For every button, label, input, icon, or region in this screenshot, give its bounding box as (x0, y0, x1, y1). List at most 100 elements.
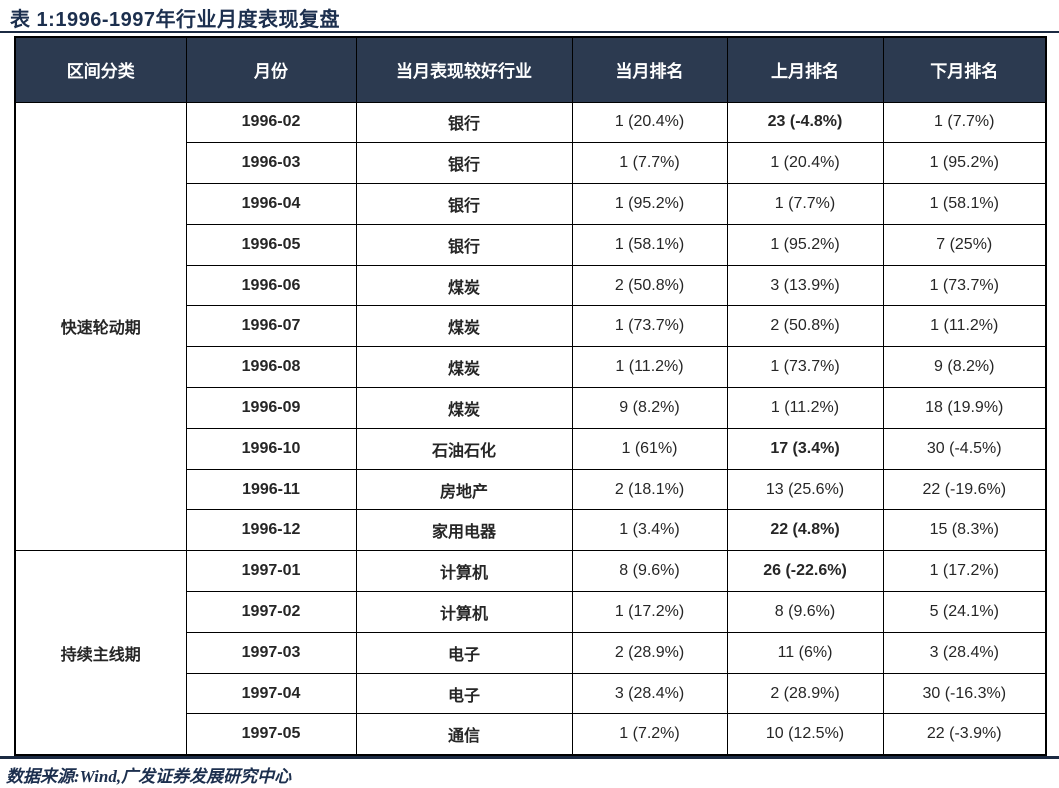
industry-cell: 电子 (355, 672, 573, 715)
next-rank-cell: 3 (28.4%) (882, 631, 1047, 674)
table-row: 1996-06 煤炭 2 (50.8%) 3 (13.9%) 1 (73.7%) (15, 264, 1047, 307)
prev-rank-cell: 26 (-22.6%) (726, 550, 884, 593)
industry-cell: 银行 (355, 142, 573, 185)
month-cell: 1996-12 (185, 509, 357, 552)
prev-rank-cell: 8 (9.6%) (726, 591, 884, 633)
column-header-2: 当月表现较好行业 (355, 36, 573, 103)
current-rank-cell: 9 (8.2%) (571, 387, 728, 429)
current-rank-cell: 1 (61%) (571, 427, 728, 470)
table-row: 1996-07 煤炭 1 (73.7%) 2 (50.8%) 1 (11.2%) (15, 305, 1047, 348)
industry-cell: 银行 (355, 101, 573, 144)
column-header-3: 当月排名 (571, 36, 728, 103)
table-row: 1996-03 银行 1 (7.7%) 1 (20.4%) 1 (95.2%) (15, 142, 1047, 185)
table-row: 1996-11 房地产 2 (18.1%) 13 (25.6%) 22 (-19.6%) (15, 468, 1047, 511)
next-rank-cell: 5 (24.1%) (882, 591, 1047, 633)
current-rank-cell: 2 (28.9%) (571, 631, 728, 674)
prev-rank-cell: 1 (95.2%) (726, 223, 884, 266)
table-title: 表 1:1996-1997年行业月度表现复盘 (10, 9, 340, 31)
next-rank-cell: 22 (-19.6%) (882, 468, 1047, 511)
month-cell: 1997-03 (185, 631, 357, 674)
table-row: 1996-05 银行 1 (58.1%) 1 (95.2%) 7 (25%) (15, 223, 1047, 266)
month-cell: 1996-06 (185, 264, 357, 307)
header-row: 区间分类 月份 当月表现较好行业 当月排名 上月排名 下月排名 (14, 36, 1047, 103)
current-rank-cell: 1 (17.2%) (571, 591, 728, 633)
column-header-1: 月份 (185, 36, 357, 103)
prev-rank-cell: 3 (13.9%) (726, 264, 884, 307)
month-cell: 1996-11 (185, 468, 357, 511)
month-cell: 1997-01 (185, 550, 357, 593)
next-rank-cell: 7 (25%) (882, 223, 1047, 266)
next-rank-cell: 1 (7.7%) (882, 101, 1047, 144)
column-header-5: 下月排名 (882, 36, 1047, 103)
next-rank-cell: 9 (8.2%) (882, 346, 1047, 389)
current-rank-cell: 2 (50.8%) (571, 264, 728, 307)
prev-rank-cell: 22 (4.8%) (726, 509, 884, 552)
prev-rank-cell: 23 (-4.8%) (726, 101, 884, 144)
next-rank-cell: 15 (8.3%) (882, 509, 1047, 552)
industry-cell: 计算机 (355, 550, 573, 593)
month-cell: 1997-05 (185, 713, 357, 756)
industry-cell: 电子 (355, 631, 573, 674)
month-cell: 1996-02 (185, 101, 357, 144)
industry-cell: 银行 (355, 183, 573, 225)
table-bottom-rule (0, 756, 1059, 759)
table-row: 1997-03 电子 2 (28.9%) 11 (6%) 3 (28.4%) (15, 631, 1047, 674)
month-cell: 1996-05 (185, 223, 357, 266)
table-row: 1997-02 计算机 1 (17.2%) 8 (9.6%) 5 (24.1%) (15, 591, 1047, 633)
table-body: 快速轮动期 1996-02 银行 1 (20.4%) 23 (-4.8%) 1 (7.7%… (14, 101, 1047, 756)
next-rank-cell: 30 (-16.3%) (882, 672, 1047, 715)
next-rank-cell: 1 (73.7%) (882, 264, 1047, 307)
industry-cell: 煤炭 (355, 387, 573, 429)
prev-rank-cell: 10 (12.5%) (726, 713, 884, 756)
prev-rank-cell: 11 (6%) (726, 631, 884, 674)
table-row: 1996-04 银行 1 (95.2%) 1 (7.7%) 1 (58.1%) (15, 183, 1047, 225)
prev-rank-cell: 1 (11.2%) (726, 387, 884, 429)
current-rank-cell: 1 (58.1%) (571, 223, 728, 266)
month-cell: 1996-09 (185, 387, 357, 429)
month-cell: 1997-04 (185, 672, 357, 715)
month-cell: 1996-03 (185, 142, 357, 185)
current-rank-cell: 8 (9.6%) (571, 550, 728, 593)
prev-rank-cell: 13 (25.6%) (726, 468, 884, 511)
month-cell: 1996-04 (185, 183, 357, 225)
month-cell: 1997-02 (185, 591, 357, 633)
period-group-cell: 快速轮动期 (14, 101, 187, 552)
current-rank-cell: 1 (7.2%) (571, 713, 728, 756)
industry-cell: 煤炭 (355, 305, 573, 348)
column-header-0: 区间分类 (14, 36, 187, 103)
next-rank-cell: 18 (19.9%) (882, 387, 1047, 429)
industry-cell: 通信 (355, 713, 573, 756)
current-rank-cell: 1 (3.4%) (571, 509, 728, 552)
current-rank-cell: 1 (7.7%) (571, 142, 728, 185)
table-row: 持续主线期 1997-01 计算机 8 (9.6%) 26 (-22.6%) 1 (17.… (14, 550, 1047, 756)
current-rank-cell: 1 (73.7%) (571, 305, 728, 348)
current-rank-cell: 2 (18.1%) (571, 468, 728, 511)
period-group-cell: 持续主线期 (14, 550, 187, 756)
title-divider (0, 31, 1059, 33)
industry-cell: 银行 (355, 223, 573, 266)
next-rank-cell: 1 (17.2%) (882, 550, 1047, 593)
prev-rank-cell: 2 (28.9%) (726, 672, 884, 715)
next-rank-cell: 1 (95.2%) (882, 142, 1047, 185)
table-row: 1997-04 电子 3 (28.4%) 2 (28.9%) 30 (-16.3%) (15, 672, 1047, 715)
current-rank-cell: 1 (11.2%) (571, 346, 728, 389)
industry-cell: 家用电器 (355, 509, 573, 552)
data-source: 数据来源:Wind,广发证券发展研究中心 (6, 767, 292, 786)
table-row: 1996-12 家用电器 1 (3.4%) 22 (4.8%) 15 (8.3%) (15, 509, 1047, 552)
next-rank-cell: 22 (-3.9%) (882, 713, 1047, 756)
current-rank-cell: 1 (95.2%) (571, 183, 728, 225)
industry-cell: 计算机 (355, 591, 573, 633)
industry-cell: 石油石化 (355, 427, 573, 470)
current-rank-cell: 3 (28.4%) (571, 672, 728, 715)
prev-rank-cell: 17 (3.4%) (726, 427, 884, 470)
month-cell: 1996-10 (185, 427, 357, 470)
month-cell: 1996-08 (185, 346, 357, 389)
industry-cell: 房地产 (355, 468, 573, 511)
table-row: 快速轮动期 1996-02 银行 1 (20.4%) 23 (-4.8%) 1 (7.7%… (14, 101, 1047, 552)
table-header: 区间分类 月份 当月表现较好行业 当月排名 上月排名 下月排名 (14, 36, 1047, 103)
table-row: 1996-08 煤炭 1 (11.2%) 1 (73.7%) 9 (8.2%) (15, 346, 1047, 389)
column-header-4: 上月排名 (726, 36, 884, 103)
prev-rank-cell: 1 (7.7%) (726, 183, 884, 225)
prev-rank-cell: 2 (50.8%) (726, 305, 884, 348)
prev-rank-cell: 1 (20.4%) (726, 142, 884, 185)
